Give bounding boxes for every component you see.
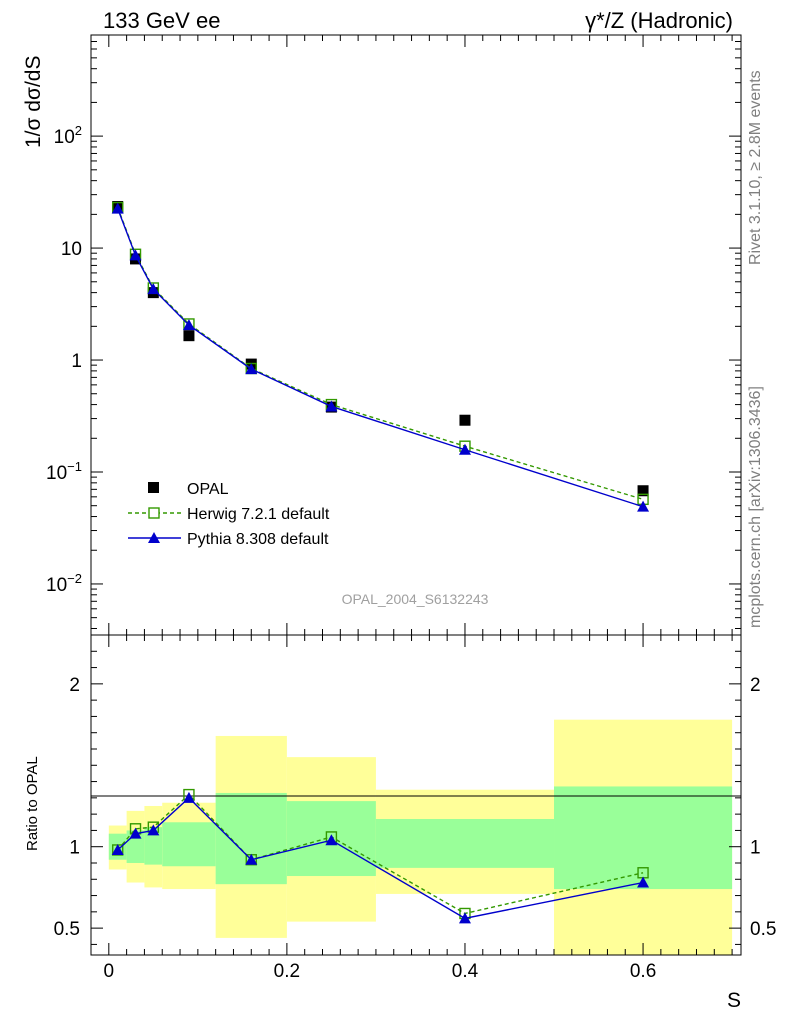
ratio-point-pythia (245, 853, 258, 865)
main-ytick-label: 1 (71, 351, 82, 372)
ratio-band-inner (215, 792, 287, 885)
ratio-xtick-label: 0.4 (452, 961, 479, 982)
ratio-ticks (91, 634, 741, 955)
legend-label-herwig: Herwig 7.2.1 default (187, 506, 330, 523)
ratio-ylabel: Ratio to OPAL (24, 756, 41, 851)
ratio-tick-labels: 0.5 0.5 1 1 2 2 0 0.2 0.4 0.6 (54, 675, 777, 982)
ratio-ytick-label-left: 2 (69, 675, 80, 696)
ratio-band-inner (375, 819, 555, 868)
main-point-pythia (637, 500, 650, 512)
ratio-point-pythia (147, 824, 160, 836)
main-ytick-label: 10−2 (46, 571, 82, 596)
legend: OPAL Herwig 7.2.1 default Pythia 8.308 d… (128, 481, 330, 548)
legend-marker-opal (148, 482, 159, 493)
main-point-pythia (245, 363, 258, 375)
main-ytick-label-base: 1 (71, 351, 82, 372)
mcplots-label: mcplots.cern.ch [arXiv:1306.3436] (747, 386, 764, 628)
main-ytick-label: 10−1 (46, 459, 82, 484)
legend-item-herwig: Herwig 7.2.1 default (128, 506, 330, 523)
main-ytick-label-exp: −2 (67, 571, 82, 586)
main-point-pythia (182, 319, 195, 331)
legend-item-opal: OPAL (148, 481, 229, 498)
main-point-opal (637, 485, 649, 497)
ratio-bands (108, 719, 733, 955)
main-point-pythia (458, 443, 471, 455)
legend-item-pythia: Pythia 8.308 default (128, 531, 329, 548)
ratio-line-herwig (117, 793, 644, 915)
ratio-xtick-label: 0.2 (274, 961, 300, 982)
ratio-band-inner (144, 827, 163, 865)
main-ytick-label: 102 (54, 123, 82, 148)
ratio-band-inner (162, 822, 216, 867)
main-ytick-label-base: 10 (46, 575, 67, 596)
legend-marker-pythia (148, 532, 160, 543)
ratio-panel: 0.5 0.5 1 1 2 2 0 0.2 0.4 0.6 Ratio to OPAL S (24, 634, 777, 1012)
main-point-pythia (325, 400, 338, 412)
main-ytick-label: 10 (61, 239, 82, 260)
ratio-ytick-label-right: 1 (750, 838, 761, 859)
ratio-xlabel: S (727, 989, 741, 1012)
ratio-ytick-label-left: 0.5 (54, 919, 80, 940)
rivet-label: Rivet 3.1.10, ≥ 2.8M events (747, 70, 764, 265)
main-point-pythia (147, 283, 160, 295)
main-point-opal (183, 330, 195, 342)
ratio-xtick-label: 0.6 (630, 961, 656, 982)
legend-label-pythia: Pythia 8.308 default (187, 531, 329, 548)
main-ytick-label-base: 10 (61, 239, 82, 260)
main-series (111, 201, 650, 512)
ratio-ytick-label-right: 2 (750, 675, 761, 696)
main-ylabel: 1/σ dσ/dS (22, 56, 45, 148)
legend-marker-herwig (148, 507, 160, 519)
ratio-point-pythia (111, 843, 124, 855)
ratio-point-pythia (129, 827, 142, 839)
ratio-band-inner (554, 786, 733, 890)
ratio-frame (90, 634, 742, 956)
main-ytick-label-exp: −1 (67, 459, 82, 474)
main-major-ticks (91, 35, 741, 635)
ratio-point-pythia (458, 912, 471, 924)
ratio-ytick-label-left: 1 (69, 838, 80, 859)
main-point-pythia (129, 249, 142, 261)
ratio-point-pythia (182, 791, 195, 803)
legend-label-opal: OPAL (187, 481, 229, 498)
header-left-title: 133 GeV ee (103, 8, 220, 33)
main-point-pythia (111, 202, 124, 214)
ratio-series (111, 788, 650, 924)
ratio-point-pythia (325, 834, 338, 846)
main-point-opal (459, 414, 471, 426)
main-line-pythia (117, 208, 644, 508)
main-ytick-label-base: 10 (54, 127, 75, 148)
ratio-point-pythia (637, 876, 650, 888)
header-right-title: γ*/Z (Hadronic) (585, 8, 733, 33)
ratio-xtick-label: 0 (104, 961, 115, 982)
main-ytick-label-exp: 2 (75, 123, 82, 138)
main-ytick-label-base: 10 (46, 463, 67, 484)
main-watermark: OPAL_2004_S6132243 (342, 591, 489, 607)
ratio-ytick-label-right: 0.5 (750, 919, 776, 940)
